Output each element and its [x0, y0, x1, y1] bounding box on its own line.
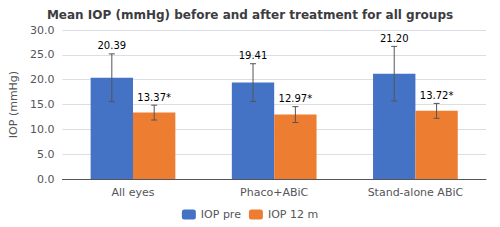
svg-text:30.0: 30.0	[30, 24, 55, 37]
svg-text:20.39: 20.39	[97, 40, 126, 51]
svg-text:IOP pre: IOP pre	[201, 208, 241, 221]
svg-text:13.72*: 13.72*	[420, 90, 454, 101]
svg-text:Mean IOP (mmHg) before and aft: Mean IOP (mmHg) before and after treatme…	[47, 8, 453, 22]
svg-text:Phaco+ABiC: Phaco+ABiC	[240, 186, 308, 199]
svg-text:21.20: 21.20	[380, 33, 409, 44]
svg-text:0.0: 0.0	[37, 173, 55, 186]
svg-text:25.0: 25.0	[30, 48, 55, 61]
svg-text:All eyes: All eyes	[112, 186, 155, 199]
svg-text:15.0: 15.0	[30, 98, 55, 111]
svg-text:13.37*: 13.37*	[137, 92, 171, 103]
svg-text:5.0: 5.0	[37, 148, 55, 161]
svg-text:IOP 12 m: IOP 12 m	[268, 208, 318, 221]
svg-text:20.0: 20.0	[30, 73, 55, 86]
svg-text:19.41: 19.41	[239, 50, 268, 61]
svg-text:IOP (mmHg): IOP (mmHg)	[7, 71, 20, 138]
svg-text:12.97*: 12.97*	[279, 93, 313, 104]
svg-text:10.0: 10.0	[30, 123, 55, 136]
svg-text:Stand-alone ABiC: Stand-alone ABiC	[368, 186, 464, 199]
